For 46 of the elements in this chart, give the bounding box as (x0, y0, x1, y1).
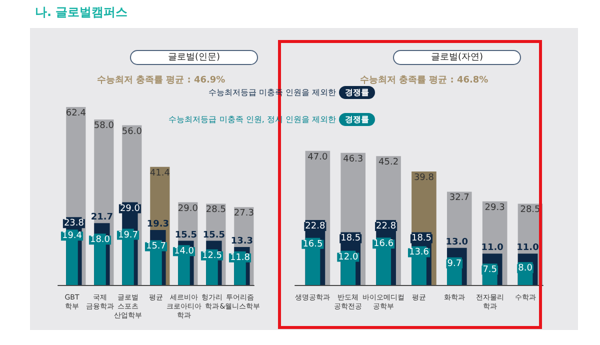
chart-title: 글로벌(자연) (430, 52, 484, 62)
data-label: 8.0 (518, 264, 533, 274)
data-label: 28.5 (520, 205, 540, 216)
data-label: 19.7 (118, 230, 138, 240)
data-label: 58.0 (94, 121, 114, 132)
data-label: 45.2 (378, 158, 399, 168)
data-label: 16.6 (374, 239, 394, 250)
data-label: 39.8 (414, 172, 434, 183)
chart-title: 글로벌(인문) (168, 52, 220, 62)
chart-subtitle: 수능최저 충족률 평균 : 46.9% (96, 74, 226, 86)
data-label: 11.8 (230, 252, 250, 263)
data-label: 16.5 (302, 239, 323, 250)
data-label: 29.3 (484, 202, 505, 213)
data-label: 7.5 (482, 265, 498, 276)
data-label: 21.7 (90, 212, 114, 223)
data-label: 29.0 (120, 204, 140, 214)
data-label: 12.5 (202, 250, 222, 261)
data-label: 62.4 (66, 108, 86, 118)
data-label: 9.7 (447, 258, 462, 269)
data-label: 18.0 (90, 235, 110, 246)
data-label: 15.5 (202, 230, 226, 240)
text: 나. 글로벌캠퍼스 (35, 5, 128, 19)
data-label: 46.3 (343, 154, 364, 164)
data-label: 13.6 (408, 248, 430, 258)
data-label: 18.5 (411, 234, 432, 244)
data-label: 32.7 (449, 193, 470, 204)
data-label: 47.0 (308, 152, 328, 162)
data-label: 22.8 (376, 221, 396, 232)
data-label: 18.5 (340, 234, 361, 244)
data-label: 23.8 (64, 218, 84, 229)
data-label: 11.0 (516, 243, 539, 254)
data-label: 56.0 (122, 126, 142, 137)
chart-subtitle: 수능최저 충족률 평균 : 46.8% (360, 74, 488, 86)
data-label: 14.0 (174, 246, 194, 257)
data-label: 13.0 (446, 237, 468, 248)
data-label: 12.0 (338, 252, 358, 262)
data-label: 11.0 (481, 243, 504, 254)
data-label: 19.4 (62, 231, 82, 242)
data-label: 22.8 (305, 221, 326, 232)
data-label: 15.7 (146, 242, 166, 252)
data-label: 29.0 (178, 204, 198, 214)
data-label: 28.5 (206, 205, 226, 216)
data-label: 15.5 (174, 230, 198, 240)
data-label: 13.3 (230, 236, 254, 247)
data-label: 27.3 (234, 208, 254, 219)
data-label: 41.4 (150, 168, 170, 178)
